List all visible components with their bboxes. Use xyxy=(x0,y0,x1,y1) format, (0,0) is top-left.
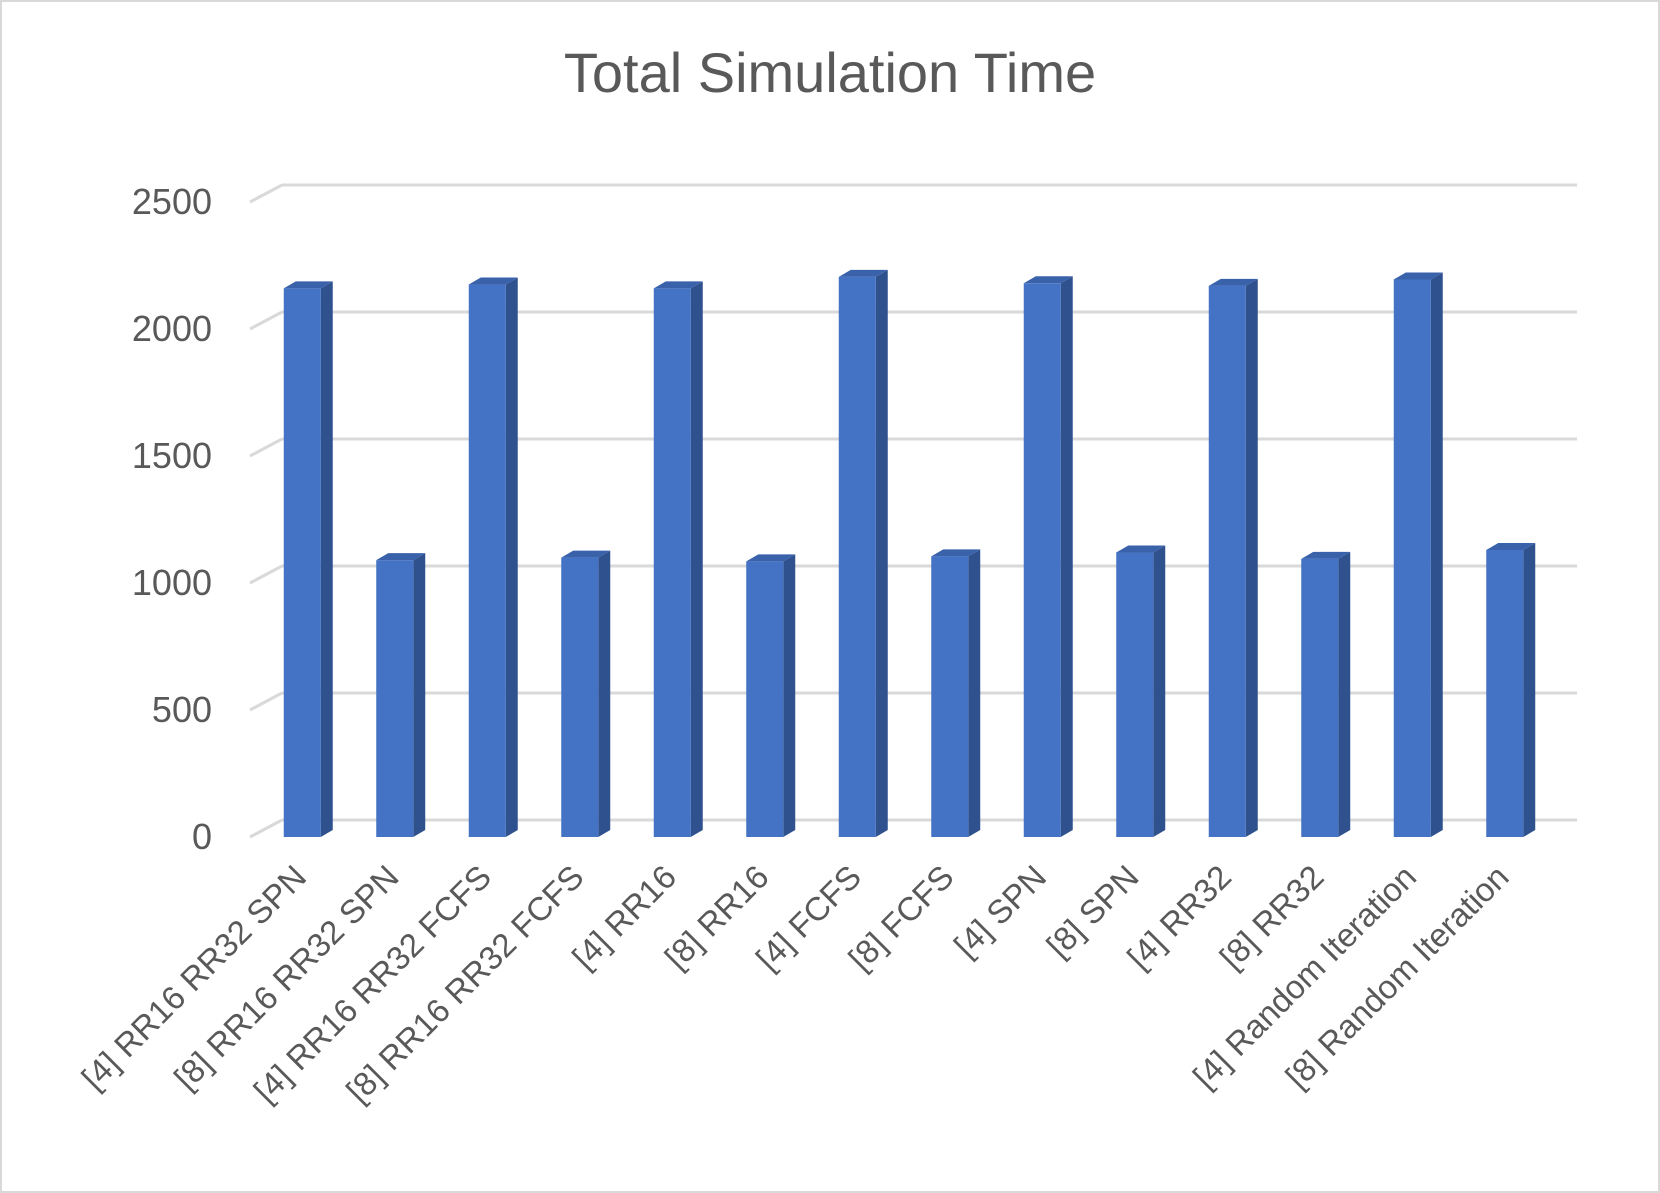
gridline-depth xyxy=(249,564,283,585)
gridline-depth xyxy=(249,691,283,712)
gridline-depth xyxy=(249,310,283,331)
bar-top xyxy=(1393,272,1443,280)
y-tick-label: 1000 xyxy=(132,562,212,603)
bar-top xyxy=(1486,542,1536,550)
y-tick-label: 1500 xyxy=(132,435,212,476)
bar xyxy=(1023,283,1061,837)
gridline-depth xyxy=(249,183,283,204)
bar-top xyxy=(1023,276,1073,284)
y-tick-label: 2500 xyxy=(132,181,212,222)
bar xyxy=(931,556,969,837)
y-tick-label: 2000 xyxy=(132,308,212,349)
bar-side xyxy=(1153,545,1166,837)
y-tick-label: 0 xyxy=(192,816,212,857)
bar xyxy=(1301,558,1339,837)
chart-title: Total Simulation Time xyxy=(563,41,1097,104)
bar-side xyxy=(875,269,888,837)
bar-side xyxy=(413,553,426,837)
bar xyxy=(1116,552,1154,837)
bar-top xyxy=(1301,551,1351,559)
bar-top xyxy=(468,277,518,285)
bar xyxy=(561,557,599,837)
bar-side xyxy=(1338,551,1351,837)
gridline-depth xyxy=(249,818,283,839)
bar xyxy=(1208,285,1246,837)
bar xyxy=(838,276,876,837)
bar-side xyxy=(598,550,611,837)
bar-side xyxy=(1523,542,1536,837)
bar xyxy=(1393,279,1431,838)
bar-side xyxy=(783,554,796,837)
bar-top xyxy=(838,269,888,277)
bar-top xyxy=(931,549,981,557)
bar xyxy=(746,561,784,837)
bar xyxy=(653,288,691,837)
bar-side xyxy=(690,281,703,837)
bar-side xyxy=(505,277,518,837)
bar-top xyxy=(1116,545,1166,553)
bar xyxy=(283,288,321,837)
bar-top xyxy=(376,553,426,561)
bar-top xyxy=(283,281,333,289)
bar-top xyxy=(561,550,611,558)
bar-top xyxy=(653,281,703,289)
bar xyxy=(1486,549,1524,837)
bar-side xyxy=(1430,272,1443,838)
bar xyxy=(468,284,506,837)
bar-side xyxy=(968,549,981,837)
y-tick-label: 500 xyxy=(152,689,212,730)
bar-side xyxy=(1060,276,1073,837)
gridline-depth xyxy=(249,437,283,458)
bar-top xyxy=(1208,278,1258,286)
x-tick-label: [4] SPN xyxy=(947,858,1054,965)
bar-side xyxy=(1245,278,1258,837)
bar-side xyxy=(320,281,333,837)
bar-top xyxy=(746,554,796,562)
bar xyxy=(376,560,414,837)
